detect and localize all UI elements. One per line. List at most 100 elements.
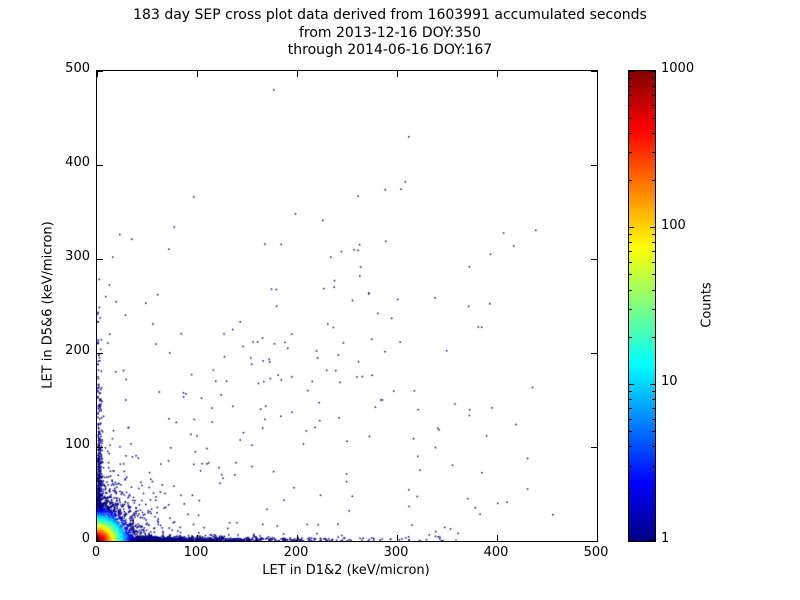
colorbar-minor-tick bbox=[629, 399, 632, 401]
colorbar-minor-tick bbox=[629, 94, 632, 96]
colorbar-label: Counts bbox=[699, 282, 715, 328]
colorbar-tick bbox=[629, 227, 634, 229]
y-tick-label: 500 bbox=[65, 61, 90, 76]
colorbar-minor-tick bbox=[629, 180, 632, 181]
colorbar-minor-tick bbox=[652, 274, 655, 276]
colorbar-minor-tick bbox=[629, 105, 632, 107]
colorbar-minor-tick bbox=[629, 465, 632, 467]
x-axis-tick bbox=[596, 535, 598, 541]
colorbar-minor-tick bbox=[652, 105, 655, 107]
colorbar-tick bbox=[650, 540, 655, 541]
x-axis-label: LET in D1&2 (keV/micron) bbox=[262, 563, 430, 578]
x-axis-tick bbox=[296, 535, 298, 541]
colorbar-tick bbox=[650, 71, 655, 72]
colorbar-minor-tick bbox=[629, 274, 632, 276]
x-axis-tick bbox=[396, 71, 398, 77]
colorbar-minor-tick bbox=[652, 465, 655, 467]
y-axis-tick bbox=[97, 540, 103, 542]
colorbar-minor-tick bbox=[652, 77, 655, 79]
colorbar-minor-tick bbox=[652, 418, 655, 420]
colorbar bbox=[628, 70, 656, 542]
colorbar-minor-tick bbox=[629, 418, 632, 420]
y-axis-tick bbox=[591, 258, 597, 260]
colorbar-minor-tick bbox=[652, 234, 655, 236]
colorbar-tick bbox=[629, 540, 634, 541]
colorbar-minor-tick bbox=[652, 117, 655, 119]
y-axis-tick bbox=[591, 446, 597, 448]
colorbar-minor-tick bbox=[629, 446, 632, 448]
y-axis-tick bbox=[591, 164, 597, 166]
colorbar-tick-label: 10 bbox=[661, 374, 678, 390]
x-axis-tick bbox=[296, 71, 298, 77]
colorbar-minor-tick bbox=[652, 493, 655, 495]
colorbar-minor-tick bbox=[629, 132, 632, 134]
colorbar-tick bbox=[650, 383, 655, 385]
y-axis-tick bbox=[97, 352, 103, 354]
colorbar-minor-tick bbox=[652, 180, 655, 181]
colorbar-minor-tick bbox=[652, 446, 655, 448]
y-tick-label: 300 bbox=[65, 249, 90, 264]
x-axis-tick bbox=[596, 71, 598, 77]
colorbar-tick-label: 1000 bbox=[661, 61, 695, 76]
colorbar-minor-tick bbox=[629, 117, 632, 119]
chart-title-line-3: through 2014-06-16 DOY:167 bbox=[287, 42, 493, 58]
colorbar-minor-tick bbox=[629, 261, 632, 263]
colorbar-minor-tick bbox=[652, 289, 655, 291]
x-axis-tick bbox=[196, 71, 198, 77]
colorbar-minor-tick bbox=[629, 430, 632, 432]
y-tick-label: 400 bbox=[65, 155, 90, 170]
colorbar-minor-tick bbox=[652, 94, 655, 96]
colorbar-tick-label: 1 bbox=[661, 531, 670, 546]
x-tick-label: 500 bbox=[583, 545, 609, 560]
plot-area bbox=[96, 70, 598, 542]
x-axis-tick bbox=[96, 535, 98, 541]
colorbar-minor-tick bbox=[652, 336, 655, 338]
colorbar-minor-tick bbox=[652, 242, 655, 244]
colorbar-minor-tick bbox=[629, 77, 632, 79]
y-axis-tick bbox=[97, 70, 103, 72]
x-axis-tick bbox=[396, 535, 398, 541]
colorbar-tick bbox=[629, 383, 634, 385]
y-axis-label: LET in D5&6 (keV/micron) bbox=[40, 221, 56, 389]
x-tick-label: 200 bbox=[283, 545, 309, 560]
colorbar-minor-tick bbox=[652, 132, 655, 134]
colorbar-minor-tick bbox=[652, 309, 655, 311]
y-axis-tick bbox=[591, 70, 597, 72]
x-axis-tick bbox=[196, 535, 198, 541]
colorbar-gradient bbox=[629, 71, 655, 541]
colorbar-minor-tick bbox=[629, 251, 632, 253]
colorbar-minor-tick bbox=[652, 152, 655, 154]
x-tick-label: 100 bbox=[183, 545, 209, 560]
colorbar-minor-tick bbox=[629, 309, 632, 311]
colorbar-minor-tick bbox=[629, 408, 632, 410]
y-tick-label: 200 bbox=[65, 343, 90, 358]
colorbar-minor-tick bbox=[629, 234, 632, 236]
x-axis-tick bbox=[96, 71, 98, 77]
colorbar-minor-tick bbox=[629, 391, 632, 392]
chart-title-line-2: from 2013-12-16 DOY:350 bbox=[298, 25, 481, 41]
x-tick-label: 300 bbox=[383, 545, 409, 560]
colorbar-minor-tick bbox=[652, 261, 655, 263]
colorbar-minor-tick bbox=[629, 336, 632, 338]
y-tick-label: 0 bbox=[81, 531, 90, 546]
chart-title-line-1: 183 day SEP cross plot data derived from… bbox=[133, 7, 647, 23]
x-axis-tick bbox=[496, 535, 498, 541]
colorbar-minor-tick bbox=[652, 408, 655, 410]
colorbar-minor-tick bbox=[652, 251, 655, 253]
y-axis-tick bbox=[97, 164, 103, 166]
colorbar-minor-tick bbox=[629, 152, 632, 154]
colorbar-minor-tick bbox=[652, 391, 655, 392]
y-axis-tick bbox=[97, 446, 103, 448]
y-axis-tick bbox=[591, 540, 597, 542]
colorbar-minor-tick bbox=[652, 85, 655, 87]
x-tick-label: 400 bbox=[483, 545, 509, 560]
y-axis-tick bbox=[97, 258, 103, 260]
colorbar-tick bbox=[629, 71, 634, 72]
x-tick-label: 0 bbox=[91, 545, 101, 560]
colorbar-minor-tick bbox=[629, 289, 632, 291]
colorbar-minor-tick bbox=[652, 399, 655, 401]
colorbar-minor-tick bbox=[629, 493, 632, 495]
y-axis-tick bbox=[591, 352, 597, 354]
y-tick-label: 100 bbox=[65, 437, 90, 452]
